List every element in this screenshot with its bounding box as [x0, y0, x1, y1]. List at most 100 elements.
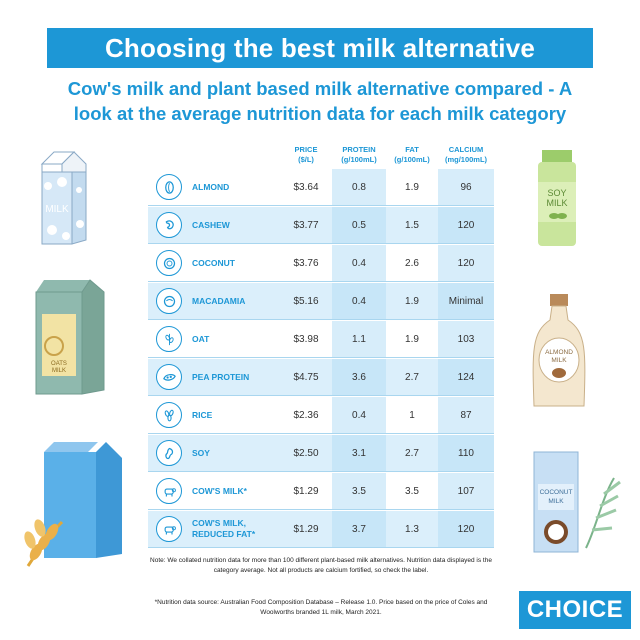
cell-protein: 0.5 [352, 219, 366, 231]
cell-price: $3.77 [293, 219, 319, 231]
table-row: ALMOND $3.64 0.8 1.9 96 [148, 169, 494, 206]
cell-fat: 1.9 [405, 295, 419, 307]
cell-price: $4.75 [293, 371, 319, 383]
table-row: RICE $2.36 0.4 1 87 [148, 397, 494, 434]
page-title: Choosing the best milk alternative [104, 32, 536, 63]
soy-bottle-label-2: MILK [546, 198, 567, 208]
column-shade [438, 169, 494, 205]
soy-milk-bottle-illustration: SOY MILK [538, 150, 576, 246]
column-header-protein: PROTEIN (g/100mL) [341, 145, 377, 164]
oat-carton-label-2: MILK [52, 368, 66, 374]
column-header-price: PRICE ($/L) [294, 145, 318, 164]
column-shade [332, 473, 386, 509]
column-shade [332, 207, 386, 243]
row-label: COW'S MILK, REDUCED FAT* [192, 518, 256, 539]
cell-calcium: 110 [458, 447, 474, 459]
row-label: ALMOND [192, 181, 230, 192]
cell-protein: 3.1 [352, 447, 366, 459]
row-label: OAT [192, 333, 210, 344]
cell-fat: 1.9 [405, 181, 419, 193]
cow-icon [156, 516, 182, 542]
milk-carton-label: MILK [45, 204, 69, 215]
cell-calcium: 103 [457, 333, 475, 345]
cell-calcium: 107 [457, 485, 475, 497]
footnote-source: *Nutrition data source: Australian Food … [154, 599, 488, 616]
cell-calcium: 96 [460, 181, 472, 193]
almond-icon [156, 174, 182, 200]
column-shade [332, 435, 386, 471]
page-subtitle: Cow's milk and plant based milk alternat… [20, 76, 620, 126]
row-label: COW'S MILK* [192, 485, 247, 496]
title-banner: Choosing the best milk alternative [47, 28, 593, 68]
milk-carton-illustration: MILK [40, 151, 87, 245]
soy-icon [156, 440, 182, 466]
column-shade [438, 473, 494, 509]
column-shade [332, 321, 386, 357]
cell-price: $5.16 [293, 295, 319, 307]
cell-calcium: Minimal [448, 295, 484, 307]
cell-protein: 0.4 [352, 409, 366, 421]
column-shade [438, 511, 494, 547]
cell-fat: 1 [409, 409, 415, 421]
column-shade [332, 245, 386, 281]
soy-bottle-label-1: SOY [547, 188, 566, 198]
column-shade [332, 359, 386, 395]
row-label: COCONUT [192, 257, 235, 268]
cell-protein: 3.6 [352, 371, 366, 383]
cell-price: $1.29 [293, 523, 319, 535]
subtitle-line-1: Cow's milk and plant based milk alternat… [67, 78, 573, 99]
cell-calcium: 87 [460, 409, 472, 421]
row-label: SOY [192, 447, 210, 458]
row-label: PEA PROTEIN [192, 371, 250, 382]
table-row: CASHEW $3.77 0.5 1.5 120 [148, 207, 494, 244]
row-shade [148, 511, 494, 547]
rice-icon [156, 402, 182, 428]
column-shade [438, 397, 494, 433]
pea-icon [156, 364, 182, 390]
cell-price: $3.98 [293, 333, 319, 345]
cell-fat: 1.3 [405, 523, 419, 535]
almond-bottle-label-2: MILK [551, 357, 567, 364]
cell-price: $2.36 [293, 409, 319, 421]
coconut-milk-carton-illustration: COCONUT MILK [533, 451, 621, 553]
row-label: MACADAMIA [192, 295, 246, 306]
cell-calcium: 120 [457, 257, 475, 269]
column-shade [438, 245, 494, 281]
cell-calcium: 124 [457, 371, 475, 383]
cell-calcium: 120 [457, 523, 475, 535]
almond-bottle-label-1: ALMOND [545, 349, 573, 356]
column-header-fat: FAT (g/100mL) [394, 145, 430, 164]
table-row: PEA PROTEIN $4.75 3.6 2.7 124 [148, 359, 494, 396]
cell-fat: 2.7 [405, 447, 419, 459]
table-row: COW'S MILK, REDUCED FAT* $1.29 3.7 1.3 120 [148, 511, 494, 548]
row-label: RICE [192, 409, 213, 420]
oat-milk-carton-illustration: OATS MILK [35, 279, 105, 395]
almond-milk-bottle-illustration: ALMOND MILK [532, 294, 586, 407]
table-rows: ALMOND $3.64 0.8 1.9 96 CASHEW $3.77 0.5 1.5 120 C… [148, 169, 494, 549]
cell-fat: 1.5 [405, 219, 419, 231]
table-row: COW'S MILK* $1.29 3.5 3.5 107 [148, 473, 494, 510]
table-row: OAT $3.98 1.1 1.9 103 [148, 321, 494, 358]
row-shade [148, 359, 494, 395]
choice-logo: CHOICE [519, 591, 631, 629]
column-shade [438, 207, 494, 243]
cell-fat: 2.7 [405, 371, 419, 383]
cell-price: $1.29 [293, 485, 319, 497]
oat-icon [156, 326, 182, 352]
cell-fat: 1.9 [405, 333, 419, 345]
coconut-icon [156, 250, 182, 276]
cell-protein: 0.8 [352, 181, 366, 193]
column-header-calcium: CALCIUM (mg/100mL) [444, 145, 488, 164]
row-shade [148, 283, 494, 319]
column-shade [332, 511, 386, 547]
coconut-carton-label-2: MILK [548, 498, 564, 505]
column-shade [438, 435, 494, 471]
column-shade [332, 283, 386, 319]
column-shade [438, 283, 494, 319]
cell-protein: 0.4 [352, 295, 366, 307]
row-label: CASHEW [192, 219, 230, 230]
cow-icon [156, 478, 182, 504]
column-shade [438, 359, 494, 395]
column-headers: PRICE ($/L) PROTEIN (g/100mL) FAT (g/100… [148, 145, 494, 169]
nutrition-table: PRICE ($/L) PROTEIN (g/100mL) FAT (g/100… [148, 145, 494, 548]
